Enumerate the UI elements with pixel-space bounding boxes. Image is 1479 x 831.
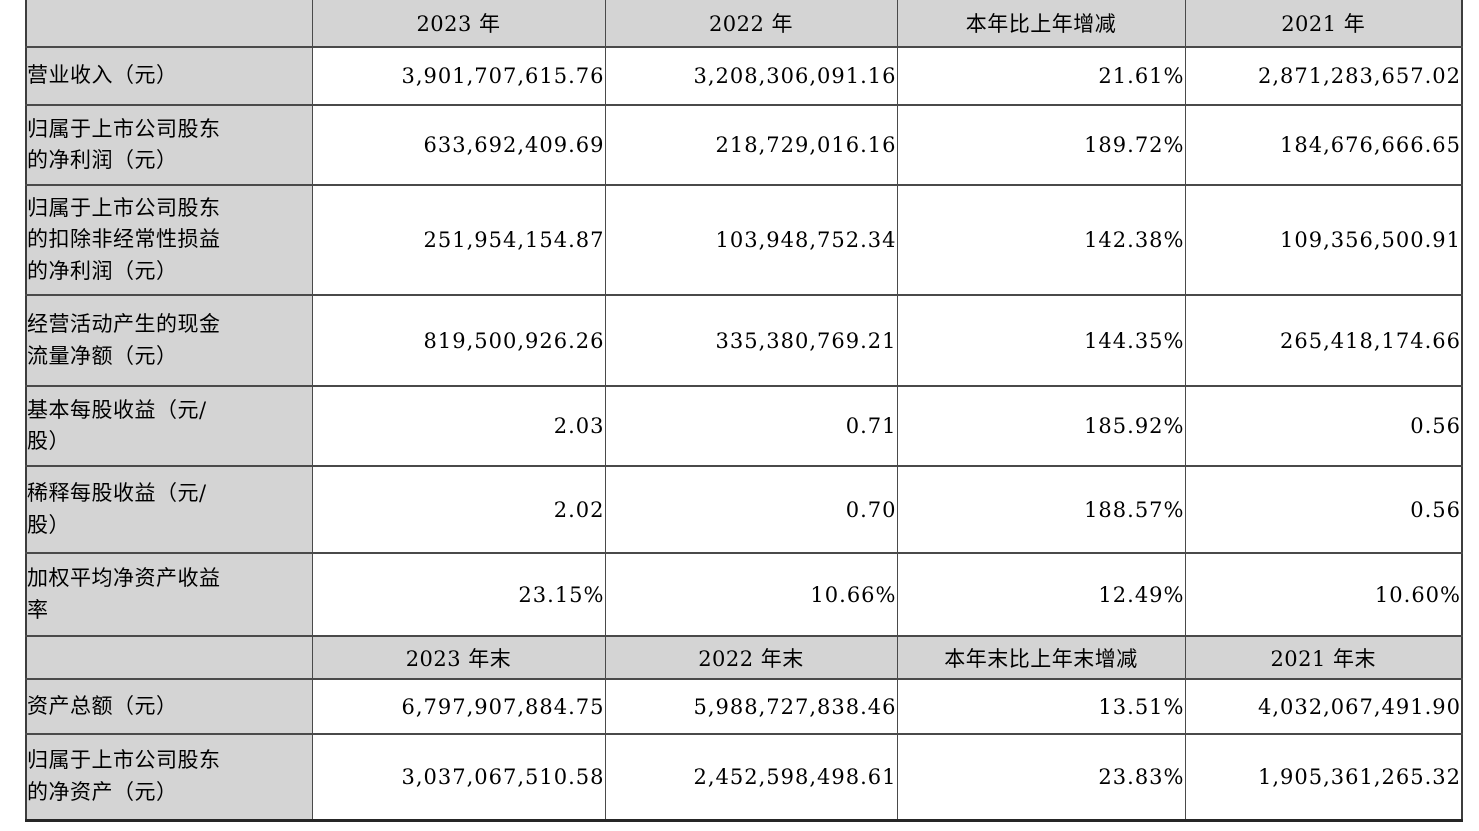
cell-value: 819,500,926.26 [311,294,606,387]
table-row: 归属于上市公司股东 的扣除非经常性损益 的净利润（元） 251,954,154.8… [25,184,1463,296]
cell-value: 21.61% [896,46,1186,106]
cell-value: 184,676,666.65 [1184,104,1463,186]
cell-value: 633,692,409.69 [311,104,606,186]
row-label: 资产总额（元） [25,678,313,735]
cell-value: 144.35% [896,294,1186,387]
cell-value: 2,452,598,498.61 [604,733,898,821]
cell-value: 251,954,154.87 [311,184,606,296]
row-label: 归属于上市公司股东 的净资产（元） [25,733,313,821]
table-row: 归属于上市公司股东 的净资产（元） 3,037,067,510.58 2,452,5… [25,733,1463,821]
cell-value: 12.49% [896,552,1186,637]
column-header: 本年比上年增减 [896,0,1186,48]
cell-value: 3,901,707,615.76 [311,46,606,106]
cell-value: 1,905,361,265.32 [1184,733,1463,821]
row-label: 基本每股收益（元/ 股） [25,385,313,467]
cell-value: 0.56 [1184,385,1463,467]
cell-value: 13.51% [896,678,1186,735]
column-header: 本年末比上年末增减 [896,635,1186,680]
cell-value: 10.66% [604,552,898,637]
table-row: 稀释每股收益（元/ 股） 2.02 0.70 188.57% 0.56 [25,465,1463,554]
cell-value: 0.56 [1184,465,1463,554]
cell-value: 218,729,016.16 [604,104,898,186]
corner-cell-annual [25,0,313,48]
cell-value: 23.83% [896,733,1186,821]
financial-summary-table: 2023 年 2022 年本年比上年增减 2021 年营业收入（元） 3,901,70… [25,0,1463,822]
column-header: 2021 年末 [1184,635,1463,680]
column-header: 2021 年 [1184,0,1463,48]
cell-value: 109,356,500.91 [1184,184,1463,296]
cell-value: 6,797,907,884.75 [311,678,606,735]
cell-value: 23.15% [311,552,606,637]
row-label: 经营活动产生的现金 流量净额（元） [25,294,313,387]
table-row: 营业收入（元） 3,901,707,615.76 3,208,306,091.16 2… [25,46,1463,106]
row-label: 稀释每股收益（元/ 股） [25,465,313,554]
column-header: 2023 年末 [311,635,606,680]
cell-value: 3,208,306,091.16 [604,46,898,106]
table-row: 加权平均净资产收益 率 23.15% 10.66% 12.49% 10.60% [25,552,1463,637]
cell-value: 185.92% [896,385,1186,467]
header-row-eoy: 2023 年末 2022 年末 本年末比上年末增减 2021 年末 [25,635,1463,680]
cell-value: 2,871,283,657.02 [1184,46,1463,106]
table-row: 资产总额（元） 6,797,907,884.75 5,988,727,838.46 1… [25,678,1463,735]
table-row: 基本每股收益（元/ 股） 2.03 0.71 185.92% 0.56 [25,385,1463,467]
cell-value: 4,032,067,491.90 [1184,678,1463,735]
cell-value: 2.03 [311,385,606,467]
cell-value: 189.72% [896,104,1186,186]
cell-value: 142.38% [896,184,1186,296]
column-header: 2022 年 [604,0,898,48]
cell-value: 103,948,752.34 [604,184,898,296]
column-header: 2022 年末 [604,635,898,680]
column-header: 2023 年 [311,0,606,48]
cell-value: 0.70 [604,465,898,554]
cell-value: 188.57% [896,465,1186,554]
cell-value: 2.02 [311,465,606,554]
header-row-annual: 2023 年 2022 年本年比上年增减 2021 年 [25,0,1463,48]
row-label: 归属于上市公司股东 的扣除非经常性损益 的净利润（元） [25,184,313,296]
cell-value: 0.71 [604,385,898,467]
cell-value: 10.60% [1184,552,1463,637]
corner-cell-eoy [25,635,313,680]
row-label: 加权平均净资产收益 率 [25,552,313,637]
cell-value: 335,380,769.21 [604,294,898,387]
cell-value: 3,037,067,510.58 [311,733,606,821]
table-row: 归属于上市公司股东 的净利润（元） 633,692,409.69 218,729,0… [25,104,1463,186]
table-row: 经营活动产生的现金 流量净额（元） 819,500,926.26 335,380,7… [25,294,1463,387]
row-label: 营业收入（元） [25,46,313,106]
cell-value: 265,418,174.66 [1184,294,1463,387]
cell-value: 5,988,727,838.46 [604,678,898,735]
row-label: 归属于上市公司股东 的净利润（元） [25,104,313,186]
